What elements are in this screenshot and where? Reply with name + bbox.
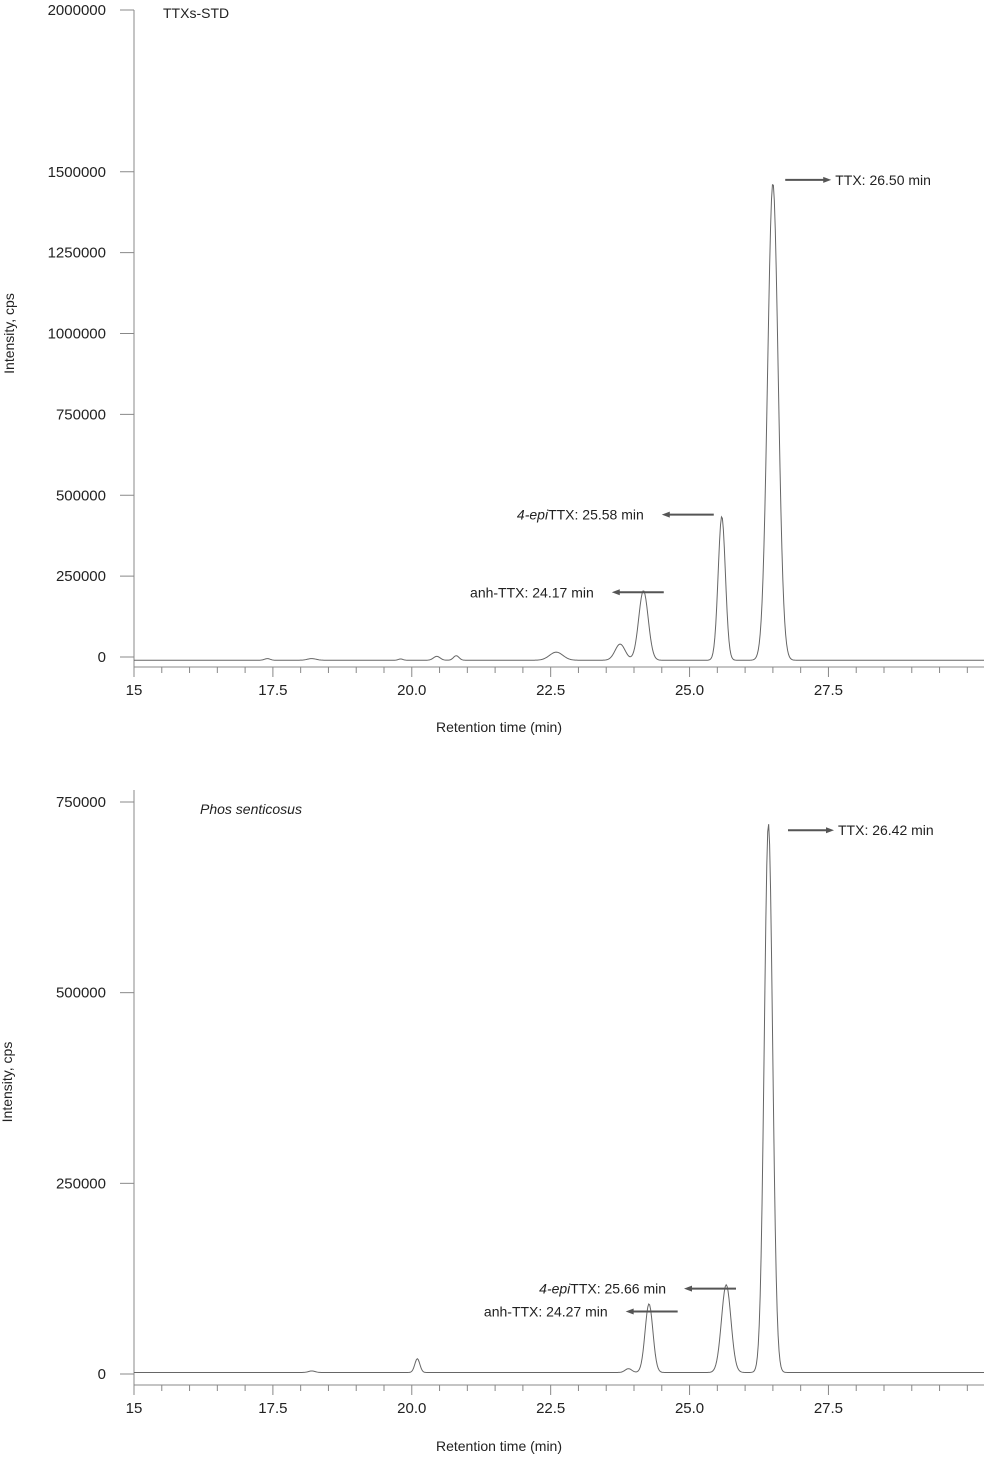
chromatogram-trace [134, 183, 984, 661]
arrow-head-icon [826, 827, 834, 834]
peak-annotation: TTX: 26.50 min [835, 172, 931, 188]
y-tick-label: 750000 [56, 794, 106, 811]
x-tick-label: 27.5 [814, 1400, 843, 1417]
peak-annotation: TTX: 26.42 min [838, 822, 934, 838]
x-tick-label: 20.0 [397, 1400, 426, 1417]
annotation-text: anh-TTX: 24.17 min [470, 584, 594, 600]
x-axis-title: Retention time (min) [436, 719, 562, 735]
annotation-text: TTX: 25.66 min [570, 1281, 666, 1297]
y-tick-label: 1500000 [48, 164, 106, 181]
y-tick-label: 500000 [56, 487, 106, 504]
panel-title: Phos senticosus [200, 801, 302, 817]
y-tick-label: 500000 [56, 985, 106, 1002]
peak-annotation: anh-TTX: 24.17 min [470, 584, 594, 600]
arrow-head-icon [625, 1308, 634, 1315]
x-tick-label: 25.0 [675, 1400, 704, 1417]
chart-panel-phos-senticosus: 0 250000 500000 750000 15 17.5 20.0 22.5 25.0 27.… [0, 790, 984, 1454]
arrow-head-icon [684, 1285, 692, 1292]
y-tick-label: 2000000 [48, 2, 106, 19]
y-tick-label: 250000 [56, 1175, 106, 1192]
arrow-head-icon [823, 176, 832, 183]
peak-annotation: 4-epiTTX: 25.58 min [517, 507, 644, 523]
annotation-text: TTX: 26.42 min [838, 822, 934, 838]
x-axis-title: Retention time (min) [436, 1438, 562, 1454]
x-tick-label: 22.5 [536, 1400, 565, 1417]
x-tick-label: 20.0 [397, 682, 426, 699]
arrow-head-icon [661, 511, 670, 518]
peak-annotation: 4-epiTTX: 25.66 min [539, 1281, 666, 1297]
annotation-italic-prefix: 4-epi [539, 1281, 571, 1297]
y-tick-label: 1250000 [48, 245, 106, 262]
panel-title: TTXs-STD [163, 5, 229, 21]
x-tick-label: 15 [126, 1400, 143, 1417]
x-tick-label: 15 [126, 682, 143, 699]
y-tick-label: 750000 [56, 406, 106, 423]
chart-panel-ttxs-std: 0 250000 500000 750000 1000000 1250000 1500000… [1, 2, 984, 735]
y-tick-label: 0 [98, 649, 106, 666]
x-tick-label: 25.0 [675, 682, 704, 699]
annotation-text: TTX: 26.50 min [835, 172, 931, 188]
annotation-italic-prefix: 4-epi [517, 507, 549, 523]
arrow-head-icon [611, 589, 620, 596]
annotation-text: TTX: 25.58 min [548, 507, 644, 523]
y-tick-label: 250000 [56, 568, 106, 585]
y-tick-label: 0 [98, 1366, 106, 1383]
annotation-text: anh-TTX: 24.27 min [484, 1303, 608, 1319]
x-tick-label: 17.5 [258, 1400, 287, 1417]
y-tick-label: 1000000 [48, 326, 106, 343]
x-tick-label: 17.5 [258, 682, 287, 699]
x-tick-label: 27.5 [814, 682, 843, 699]
x-tick-label: 22.5 [536, 682, 565, 699]
chromatogram-trace [134, 824, 984, 1373]
y-axis-title: Intensity, cps [1, 293, 17, 374]
y-axis-title: Intensity, cps [0, 1042, 15, 1123]
peak-annotation: anh-TTX: 24.27 min [484, 1303, 608, 1319]
